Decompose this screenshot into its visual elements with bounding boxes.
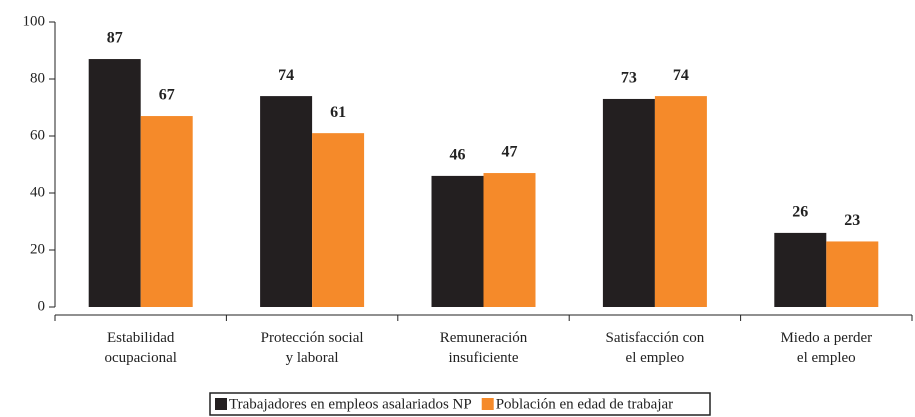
y-tick-label: 100 xyxy=(23,13,46,29)
x-tick-label-line: insuficiente xyxy=(449,350,519,366)
y-tick-label: 60 xyxy=(30,127,45,143)
x-tick-label-line: el empleo xyxy=(626,350,685,366)
x-tick-label-line: Satisfacción con xyxy=(606,330,705,346)
bar xyxy=(654,96,707,307)
bar xyxy=(774,232,827,307)
value-label: 67 xyxy=(159,87,175,104)
x-tick-label-line: el empleo xyxy=(797,350,856,366)
y-tick-label: 40 xyxy=(30,184,45,200)
x-tick-label-line: Estabilidad xyxy=(107,330,175,346)
bar xyxy=(312,133,365,307)
bar xyxy=(826,241,879,307)
value-label: 23 xyxy=(844,212,860,229)
x-tick-label-line: ocupacional xyxy=(104,350,176,366)
bar xyxy=(602,98,655,307)
value-label: 73 xyxy=(621,70,637,87)
x-tick-label: Remuneración insuficiente xyxy=(440,330,528,366)
x-tick-label: Satisfacción con el empleo xyxy=(606,330,705,366)
x-tick-label: Miedo a perder el empleo xyxy=(780,330,872,366)
bar xyxy=(260,96,313,307)
bar xyxy=(431,175,484,307)
legend-swatch xyxy=(215,398,227,410)
legend-label: Trabajadores en empleos asalariados NP xyxy=(229,396,472,412)
value-label: 26 xyxy=(792,204,808,221)
x-tick-label-line: y laboral xyxy=(286,350,339,366)
x-tick-label-line: Remuneración xyxy=(440,330,528,346)
bar xyxy=(88,59,141,307)
legend-box xyxy=(209,392,711,416)
value-label: 47 xyxy=(502,144,518,161)
legend-label: Población en edad de trabajar xyxy=(496,396,673,412)
x-tick-label-line: Miedo a perder xyxy=(780,330,872,346)
value-label: 74 xyxy=(673,67,689,84)
x-tick-label: Estabilidad ocupacional xyxy=(104,330,176,366)
y-tick-label: 20 xyxy=(30,241,45,257)
y-tick-label: 0 xyxy=(38,298,46,314)
value-label: 46 xyxy=(450,147,466,164)
value-label: 87 xyxy=(107,30,123,47)
legend-swatch xyxy=(481,398,494,410)
y-tick-label: 80 xyxy=(30,70,45,86)
bar xyxy=(140,116,193,307)
value-label: 61 xyxy=(330,104,346,121)
bar xyxy=(483,173,536,307)
value-label: 74 xyxy=(278,67,294,84)
x-tick-label: Protección social y laboral xyxy=(261,330,364,366)
x-tick-label-line: Protección social xyxy=(261,330,364,346)
